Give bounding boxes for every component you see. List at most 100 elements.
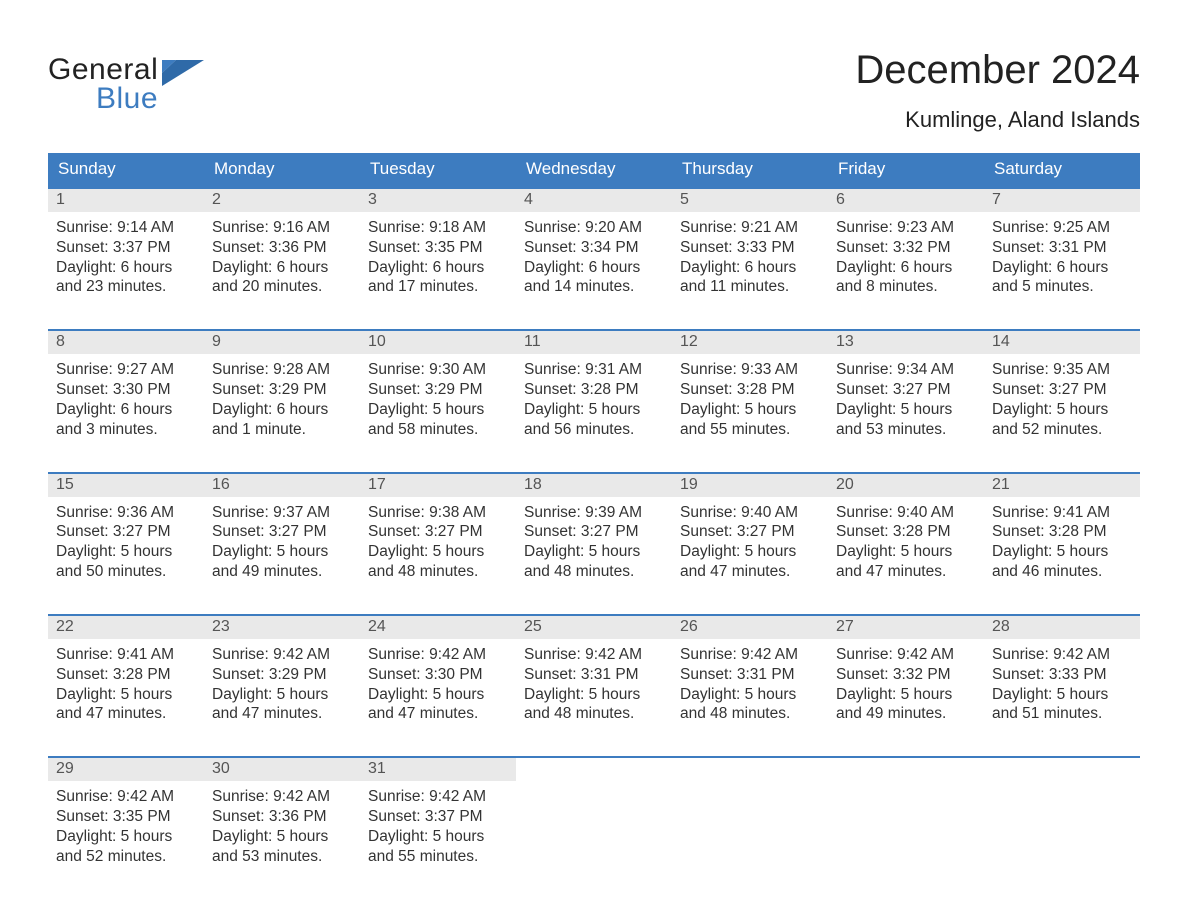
sunset-line: Sunset: 3:27 PM [212, 522, 352, 542]
daylight-line: Daylight: 5 hours and 47 minutes. [368, 685, 508, 725]
day-body: Sunrise: 9:33 AMSunset: 3:28 PMDaylight:… [672, 354, 828, 443]
day-cell: 11Sunrise: 9:31 AMSunset: 3:28 PMDayligh… [516, 331, 672, 443]
daylight-line: Daylight: 6 hours and 11 minutes. [680, 258, 820, 298]
day-number: 31 [360, 758, 516, 781]
sunset-line: Sunset: 3:36 PM [212, 807, 352, 827]
day-body: Sunrise: 9:28 AMSunset: 3:29 PMDaylight:… [204, 354, 360, 443]
day-body: Sunrise: 9:42 AMSunset: 3:36 PMDaylight:… [204, 781, 360, 870]
page-header: General Blue December 2024 Kumlinge, Ala… [48, 48, 1140, 133]
day-body: Sunrise: 9:25 AMSunset: 3:31 PMDaylight:… [984, 212, 1140, 301]
day-number: 11 [516, 331, 672, 354]
day-body: Sunrise: 9:31 AMSunset: 3:28 PMDaylight:… [516, 354, 672, 443]
sunrise-line: Sunrise: 9:34 AM [836, 360, 976, 380]
sunrise-line: Sunrise: 9:28 AM [212, 360, 352, 380]
day-number [828, 758, 984, 781]
day-cell: 10Sunrise: 9:30 AMSunset: 3:29 PMDayligh… [360, 331, 516, 443]
day-number: 13 [828, 331, 984, 354]
day-body: Sunrise: 9:14 AMSunset: 3:37 PMDaylight:… [48, 212, 204, 301]
week-row: 29Sunrise: 9:42 AMSunset: 3:35 PMDayligh… [48, 756, 1140, 870]
sunset-line: Sunset: 3:27 PM [56, 522, 196, 542]
day-body: Sunrise: 9:38 AMSunset: 3:27 PMDaylight:… [360, 497, 516, 586]
sunset-line: Sunset: 3:31 PM [992, 238, 1132, 258]
sunrise-line: Sunrise: 9:20 AM [524, 218, 664, 238]
daylight-line: Daylight: 6 hours and 8 minutes. [836, 258, 976, 298]
brand-logo: General Blue [48, 48, 204, 113]
daylight-line: Daylight: 5 hours and 46 minutes. [992, 542, 1132, 582]
daylight-line: Daylight: 5 hours and 51 minutes. [992, 685, 1132, 725]
sunrise-line: Sunrise: 9:25 AM [992, 218, 1132, 238]
day-cell: 26Sunrise: 9:42 AMSunset: 3:31 PMDayligh… [672, 616, 828, 728]
sunrise-line: Sunrise: 9:42 AM [992, 645, 1132, 665]
sunrise-line: Sunrise: 9:38 AM [368, 503, 508, 523]
day-cell [672, 758, 828, 870]
dow-header-cell: Wednesday [516, 153, 672, 187]
day-cell [984, 758, 1140, 870]
day-body: Sunrise: 9:18 AMSunset: 3:35 PMDaylight:… [360, 212, 516, 301]
dow-header-cell: Sunday [48, 153, 204, 187]
page-subtitle-location: Kumlinge, Aland Islands [855, 107, 1140, 133]
sunrise-line: Sunrise: 9:40 AM [680, 503, 820, 523]
day-number: 21 [984, 474, 1140, 497]
week-row: 8Sunrise: 9:27 AMSunset: 3:30 PMDaylight… [48, 329, 1140, 443]
daylight-line: Daylight: 5 hours and 52 minutes. [992, 400, 1132, 440]
sunset-line: Sunset: 3:36 PM [212, 238, 352, 258]
daylight-line: Daylight: 5 hours and 48 minutes. [524, 685, 664, 725]
day-number: 6 [828, 189, 984, 212]
dow-header-cell: Monday [204, 153, 360, 187]
brand-logo-text: General Blue [48, 56, 158, 113]
day-number: 2 [204, 189, 360, 212]
sunset-line: Sunset: 3:37 PM [56, 238, 196, 258]
day-cell: 8Sunrise: 9:27 AMSunset: 3:30 PMDaylight… [48, 331, 204, 443]
dow-header-cell: Tuesday [360, 153, 516, 187]
day-number: 17 [360, 474, 516, 497]
day-cell: 4Sunrise: 9:20 AMSunset: 3:34 PMDaylight… [516, 189, 672, 301]
day-cell [828, 758, 984, 870]
day-body: Sunrise: 9:42 AMSunset: 3:32 PMDaylight:… [828, 639, 984, 728]
sunrise-line: Sunrise: 9:42 AM [368, 645, 508, 665]
page-title: December 2024 [855, 48, 1140, 93]
daylight-line: Daylight: 5 hours and 52 minutes. [56, 827, 196, 867]
daylight-line: Daylight: 6 hours and 5 minutes. [992, 258, 1132, 298]
sunrise-line: Sunrise: 9:40 AM [836, 503, 976, 523]
sunset-line: Sunset: 3:35 PM [56, 807, 196, 827]
sunrise-line: Sunrise: 9:42 AM [212, 787, 352, 807]
brand-flag-icon [162, 60, 204, 91]
day-cell: 25Sunrise: 9:42 AMSunset: 3:31 PMDayligh… [516, 616, 672, 728]
daylight-line: Daylight: 5 hours and 47 minutes. [56, 685, 196, 725]
day-number: 9 [204, 331, 360, 354]
sunset-line: Sunset: 3:31 PM [524, 665, 664, 685]
sunset-line: Sunset: 3:28 PM [680, 380, 820, 400]
day-cell: 12Sunrise: 9:33 AMSunset: 3:28 PMDayligh… [672, 331, 828, 443]
day-number: 8 [48, 331, 204, 354]
day-number: 27 [828, 616, 984, 639]
dow-header-row: SundayMondayTuesdayWednesdayThursdayFrid… [48, 153, 1140, 187]
sunset-line: Sunset: 3:27 PM [680, 522, 820, 542]
sunrise-line: Sunrise: 9:42 AM [56, 787, 196, 807]
sunrise-line: Sunrise: 9:42 AM [836, 645, 976, 665]
day-number: 23 [204, 616, 360, 639]
sunrise-line: Sunrise: 9:41 AM [56, 645, 196, 665]
day-body: Sunrise: 9:40 AMSunset: 3:27 PMDaylight:… [672, 497, 828, 586]
calendar-page: General Blue December 2024 Kumlinge, Ala… [0, 0, 1188, 918]
day-number: 29 [48, 758, 204, 781]
sunset-line: Sunset: 3:28 PM [524, 380, 664, 400]
day-number: 22 [48, 616, 204, 639]
sunrise-line: Sunrise: 9:36 AM [56, 503, 196, 523]
day-number: 10 [360, 331, 516, 354]
sunset-line: Sunset: 3:31 PM [680, 665, 820, 685]
day-cell: 7Sunrise: 9:25 AMSunset: 3:31 PMDaylight… [984, 189, 1140, 301]
day-body: Sunrise: 9:42 AMSunset: 3:30 PMDaylight:… [360, 639, 516, 728]
day-cell: 28Sunrise: 9:42 AMSunset: 3:33 PMDayligh… [984, 616, 1140, 728]
sunrise-line: Sunrise: 9:21 AM [680, 218, 820, 238]
sunrise-line: Sunrise: 9:37 AM [212, 503, 352, 523]
day-body: Sunrise: 9:36 AMSunset: 3:27 PMDaylight:… [48, 497, 204, 586]
day-number: 24 [360, 616, 516, 639]
day-body: Sunrise: 9:39 AMSunset: 3:27 PMDaylight:… [516, 497, 672, 586]
weeks-container: 1Sunrise: 9:14 AMSunset: 3:37 PMDaylight… [48, 187, 1140, 871]
day-body: Sunrise: 9:41 AMSunset: 3:28 PMDaylight:… [48, 639, 204, 728]
day-cell [516, 758, 672, 870]
day-body: Sunrise: 9:40 AMSunset: 3:28 PMDaylight:… [828, 497, 984, 586]
day-cell: 30Sunrise: 9:42 AMSunset: 3:36 PMDayligh… [204, 758, 360, 870]
daylight-line: Daylight: 5 hours and 48 minutes. [680, 685, 820, 725]
sunset-line: Sunset: 3:30 PM [56, 380, 196, 400]
